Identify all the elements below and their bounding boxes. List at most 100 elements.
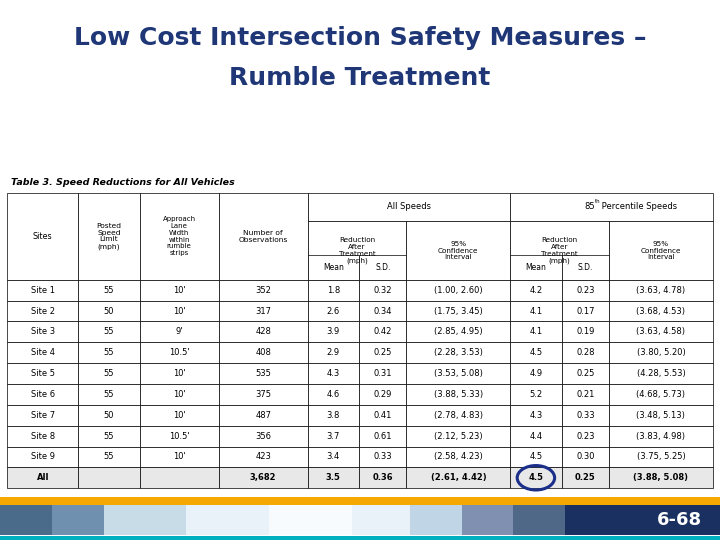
Bar [78,363,140,384]
Text: (2.85, 4.95): (2.85, 4.95) [434,327,482,336]
Bar [407,467,510,488]
Text: 0.17: 0.17 [576,307,595,315]
Text: 0.31: 0.31 [374,369,392,378]
Bar [359,426,407,447]
Bar [78,301,140,321]
Bar [78,384,140,405]
Bar [140,384,219,405]
Text: All Speeds: All Speeds [387,202,431,212]
Bar [7,342,78,363]
Text: 4.5: 4.5 [529,348,542,357]
Bar [562,301,609,321]
Bar [359,321,407,342]
Bar [269,505,352,535]
Bar [407,301,510,321]
Text: 0.23: 0.23 [576,431,595,441]
Bar [407,426,510,447]
Text: (2.28, 3.53): (2.28, 3.53) [434,348,483,357]
Text: Posted
Speed
Limit
(mph): Posted Speed Limit (mph) [96,223,122,249]
Bar [307,301,359,321]
Text: Site 1: Site 1 [31,286,55,295]
Text: 10.5': 10.5' [169,348,189,357]
Bar [78,321,140,342]
Text: S.D.: S.D. [577,262,593,272]
Bar [7,405,78,426]
Text: 55: 55 [104,286,114,295]
Bar [510,342,562,363]
Bar [7,447,78,467]
Text: 3.9: 3.9 [327,327,340,336]
Text: 55: 55 [104,327,114,336]
Bar [0,505,52,535]
Bar [140,301,219,321]
Text: 10': 10' [173,286,186,295]
Bar [307,447,359,467]
Bar [510,280,562,301]
Bar [359,384,407,405]
Text: 0.32: 0.32 [374,286,392,295]
Text: th: th [595,199,601,204]
Bar [609,342,713,363]
Bar [140,342,219,363]
Bar [510,321,562,342]
Text: (3.63, 4.58): (3.63, 4.58) [636,327,685,336]
Text: 0.30: 0.30 [576,453,595,461]
Bar [609,363,713,384]
Text: 55: 55 [104,431,114,441]
Bar [307,193,510,221]
Text: 10': 10' [173,411,186,420]
Bar [407,342,510,363]
Bar [609,426,713,447]
Bar [609,405,713,426]
Text: 535: 535 [255,369,271,378]
Bar [307,363,359,384]
Text: (3.83, 4.98): (3.83, 4.98) [636,431,685,441]
Bar [407,280,510,301]
Text: 55: 55 [104,390,114,399]
Bar [140,467,219,488]
Text: Sites: Sites [33,232,53,241]
Bar [52,505,104,535]
Bar [186,505,269,535]
Text: 4.4: 4.4 [529,431,542,441]
Bar [510,193,713,221]
Bar [562,384,609,405]
Bar [0,497,720,505]
Bar [219,363,307,384]
Text: 0.34: 0.34 [374,307,392,315]
Text: 487: 487 [255,411,271,420]
Bar [78,405,140,426]
Bar [78,467,140,488]
Text: 10': 10' [173,307,186,315]
Text: (1.00, 2.60): (1.00, 2.60) [434,286,482,295]
Text: 5.2: 5.2 [529,390,542,399]
Text: Low Cost Intersection Safety Measures –: Low Cost Intersection Safety Measures – [73,26,647,50]
Text: 0.23: 0.23 [576,286,595,295]
Bar [140,363,219,384]
Text: 4.3: 4.3 [327,369,340,378]
Text: Site 6: Site 6 [31,390,55,399]
Text: (2.78, 4.83): (2.78, 4.83) [434,411,483,420]
Text: Site 8: Site 8 [31,431,55,441]
Bar [7,363,78,384]
Bar [140,426,219,447]
Bar [78,342,140,363]
Text: 4.2: 4.2 [529,286,542,295]
Text: 0.25: 0.25 [575,473,595,482]
Bar [307,405,359,426]
Bar [562,426,609,447]
Text: 55: 55 [104,369,114,378]
Bar [219,280,307,301]
Bar [410,505,462,535]
Bar [609,467,713,488]
Text: 3.5: 3.5 [326,473,341,482]
Text: (2.61, 4.42): (2.61, 4.42) [431,473,486,482]
Bar [562,280,609,301]
Text: 352: 352 [255,286,271,295]
Bar [307,254,359,280]
Bar [510,447,562,467]
Bar [562,363,609,384]
Text: (2.12, 5.23): (2.12, 5.23) [434,431,482,441]
Text: (3.80, 5.20): (3.80, 5.20) [636,348,685,357]
Text: (4.68, 5.73): (4.68, 5.73) [636,390,685,399]
